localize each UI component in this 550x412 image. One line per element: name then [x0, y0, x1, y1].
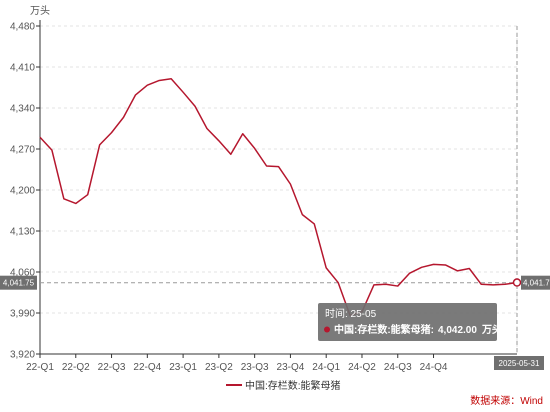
- series: [39, 77, 522, 317]
- legend-label: 中国:存栏数:能繁母猪: [245, 379, 341, 392]
- tooltip: 时间: 25-05 中国:存栏数:能繁母猪: 4,042.00 万头: [318, 303, 502, 341]
- x-tick-label-9: 24-Q2: [348, 362, 376, 373]
- x-tick-label-3: 22-Q4: [133, 362, 161, 373]
- data-source: 数据来源：Wind: [470, 394, 543, 407]
- y-tick-label-6: 4,340: [10, 104, 35, 115]
- tooltip-series-marker: [324, 326, 330, 333]
- x-tick-label-4: 23-Q1: [169, 362, 197, 373]
- cursor-y-badge-background: [0, 275, 37, 290]
- series-last-point: [512, 278, 522, 287]
- cursor-x-label: 2025-05-31: [499, 359, 540, 368]
- x-tick-labels: 22-Q1 22-Q2 22-Q3 22-Q4 23-Q1 23-Q2 23-Q3 23-Q4…: [26, 362, 448, 373]
- cursor-y-badge-right: 4,041.7: [521, 275, 550, 290]
- cursor-x-badge: 2025-05-31: [494, 356, 544, 370]
- tooltip-series-line: 中国:存栏数:能繁母猪: 4,042.00 万头: [334, 323, 502, 336]
- crosshair: [40, 26, 537, 354]
- series-line: [39, 77, 518, 317]
- x-tick-label-5: 23-Q2: [205, 362, 233, 373]
- x-tick-label-2: 22-Q3: [98, 362, 126, 373]
- y-tick-label-2: 4,060: [10, 268, 35, 279]
- y-tick-label-8: 4,480: [10, 22, 35, 33]
- cursor-y-label-right: 4,041.7: [523, 279, 550, 288]
- y-tick-label-0: 3,920: [10, 350, 35, 361]
- tooltip-unit: 万头: [481, 323, 502, 336]
- y-tick-label-7: 4,410: [10, 63, 35, 74]
- y-tick-label-4: 4,200: [10, 186, 35, 197]
- tooltip-background: [318, 303, 497, 341]
- x-tick-label-8: 24-Q1: [312, 362, 340, 373]
- cursor-y-badge-right-background: [521, 275, 550, 290]
- axes: [36, 20, 517, 358]
- x-tick-label-7: 23-Q4: [277, 362, 305, 373]
- y-tick-labels: 3,920 3,990 4,060 4,130 4,200 4,270 4,340 4,410…: [10, 22, 35, 361]
- tooltip-time: 时间: 25-05: [325, 307, 377, 320]
- tooltip-series-name: 中国:存栏数:能繁母猪:: [334, 323, 434, 336]
- y-axis-unit: 万头: [30, 5, 50, 17]
- y-tick-label-5: 4,270: [10, 145, 35, 156]
- x-tick-label-0: 22-Q1: [26, 362, 54, 373]
- x-tick-label-11: 24-Q4: [420, 362, 448, 373]
- tooltip-value: 4,042.00: [438, 325, 477, 336]
- x-tick-label-10: 24-Q3: [384, 362, 412, 373]
- cursor-y-badge: 4,041.75: [0, 275, 37, 290]
- y-tick-label-1: 3,990: [10, 309, 35, 320]
- cursor-x-badge-background: [494, 356, 544, 370]
- y-tick-label-3: 4,130: [10, 227, 35, 238]
- cursor-y-label: 4,041.75: [3, 279, 35, 288]
- legend[interactable]: 中国:存栏数:能繁母猪: [226, 379, 341, 392]
- x-tick-label-1: 22-Q2: [62, 362, 90, 373]
- x-tick-label-6: 23-Q3: [241, 362, 269, 373]
